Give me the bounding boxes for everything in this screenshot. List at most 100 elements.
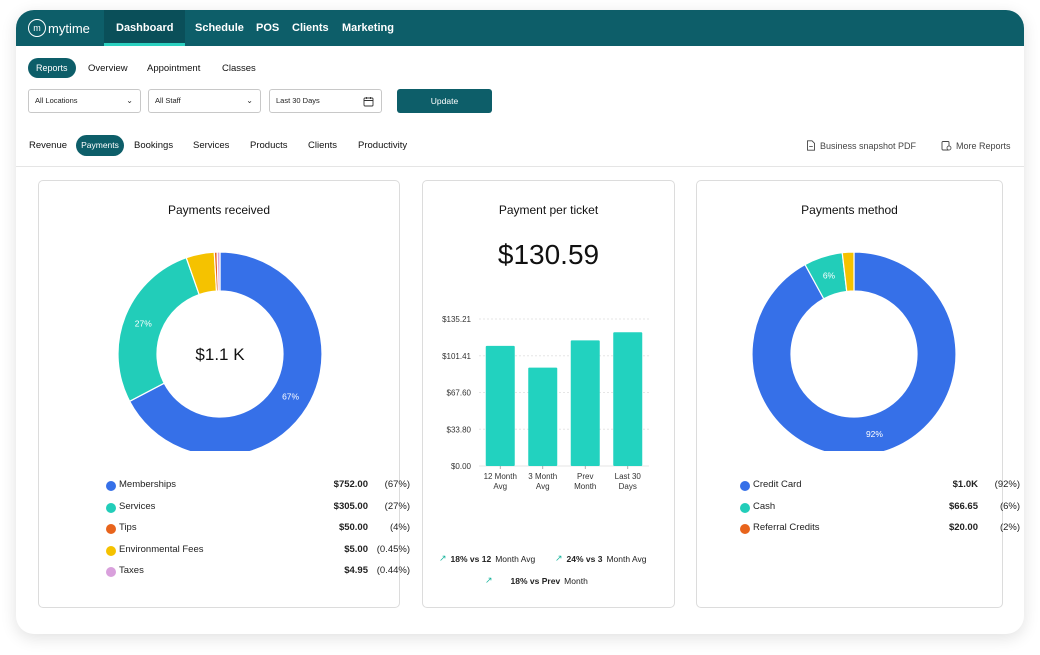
donut-slice-taxes (216, 251, 221, 292)
bar (613, 332, 643, 466)
trend-rest: Month Avg (606, 553, 647, 564)
trend-rest: Month (564, 575, 588, 586)
slice-percent-label: 92% (866, 429, 883, 439)
legend-row: Credit Card $1.0K (92%) (740, 479, 1020, 493)
trend-up-icon: ↗ (485, 575, 493, 585)
legend-dot (106, 524, 116, 534)
divider (16, 166, 1024, 167)
calendar-icon (363, 90, 374, 116)
bar (570, 340, 600, 466)
date-range-value: Last 30 Days (276, 96, 320, 105)
payments-received-donut: 67% 27% $1.1 K (117, 251, 323, 451)
trend-bold: 18% vs Prev (510, 575, 561, 586)
tab-overview[interactable]: Overview (88, 63, 128, 74)
nav-dashboard[interactable]: Dashboard (104, 10, 186, 46)
tab-reports[interactable]: Reports (28, 58, 76, 78)
nav-marketing[interactable]: Marketing (342, 22, 394, 34)
legend-row: Cash $66.65 (6%) (740, 501, 1020, 515)
payments-method-donut: 92% 6% (751, 251, 957, 451)
legend-row: Referral Credits $20.00 (2%) (740, 522, 1020, 536)
nav-schedule[interactable]: Schedule (195, 22, 244, 34)
logo[interactable]: m mytime (28, 18, 90, 38)
x-tick-label: 12 Month (484, 472, 517, 481)
trend-3-month: ↗ 24% vs 3 Month Avg (555, 553, 646, 564)
x-tick-label: Prev (577, 472, 593, 481)
date-range-select[interactable]: Last 30 Days (269, 89, 382, 113)
slice-percent-label: 27% (135, 319, 152, 329)
business-snapshot-pdf-link[interactable]: Business snapshot PDF (806, 140, 916, 151)
subtab-services[interactable]: Services (193, 140, 230, 151)
reports-icon (941, 141, 952, 151)
y-tick-label: $101.41 (442, 352, 471, 361)
donut-slice-referral-credits (841, 251, 855, 293)
tab-classes[interactable]: Classes (222, 63, 256, 74)
legend-percent: (0.44%) (376, 565, 410, 576)
legend-dot (106, 567, 116, 577)
x-tick-label: Avg (493, 482, 507, 491)
legend-dot (740, 524, 750, 534)
subtab-payments[interactable]: Payments (76, 135, 124, 156)
legend-percent: (4%) (389, 522, 410, 533)
legend-dot (106, 545, 116, 556)
legend-dot (740, 502, 750, 513)
more-reports-link[interactable]: More Reports (941, 140, 1011, 151)
legend-amount: $752.00 (333, 479, 368, 490)
nav-clients[interactable]: Clients (292, 22, 329, 34)
pdf-icon (807, 140, 815, 151)
x-tick-label: Days (619, 482, 637, 491)
trend-rest: Month Avg (495, 553, 536, 564)
y-tick-label: $135.21 (442, 315, 471, 324)
legend-amount: $4.95 (344, 565, 368, 576)
donut-slice-services (117, 256, 200, 403)
legend-amount: $1.0K (952, 479, 978, 490)
x-tick-label: Avg (536, 482, 550, 491)
legend-percent: (2%) (999, 522, 1020, 533)
trend-bold: 18% vs 12 (450, 553, 492, 564)
subtab-products[interactable]: Products (250, 140, 288, 151)
slice-percent-label: 67% (282, 392, 299, 402)
logo-text: mytime (48, 20, 90, 36)
payments-received-card: Payments received 67% 27% $1.1 K Membershi… (38, 180, 410, 608)
legend-name: Credit Card (753, 479, 802, 490)
nav-pos[interactable]: POS (256, 22, 280, 34)
legend-name: Cash (753, 500, 776, 512)
payment-per-ticket-card: Payment per ticket $130.59 $0.00 $33.80 $6… (422, 180, 675, 608)
subtab-bookings[interactable]: Bookings (134, 140, 174, 151)
legend-dot (106, 481, 116, 491)
legend-row: Tips $50.00 (4%) (106, 522, 410, 536)
staff-select[interactable]: All Staff ⌄ (148, 89, 261, 113)
x-tick-label: 3 Month (528, 472, 557, 481)
subtab-revenue[interactable]: Revenue (29, 140, 68, 151)
subtab-productivity[interactable]: Productivity (358, 140, 408, 151)
app-window: m mytime Dashboard Schedule POS Clients … (16, 10, 1024, 634)
card-title: Payment per ticket (498, 203, 599, 217)
legend-row: Taxes $4.95 (0.44%) (106, 565, 410, 579)
subtab-clients[interactable]: Clients (308, 140, 338, 151)
legend-amount: $50.00 (338, 522, 368, 533)
trend-up-icon: ↗ (439, 553, 447, 563)
update-button[interactable]: Update (397, 89, 492, 113)
legend-amount: $66.65 (948, 500, 978, 512)
tab-appointment[interactable]: Appointment (147, 63, 201, 74)
trend-prev-month: ↗ 18% vs Prev Month (485, 575, 588, 586)
legend-percent: (27%) (384, 500, 410, 512)
trend-bold: 24% vs 3 (566, 553, 603, 564)
y-tick-label: $0.00 (451, 462, 472, 471)
legend-name: Memberships (119, 479, 177, 490)
card-title: Payments method (801, 203, 898, 217)
bar (485, 345, 515, 466)
bar (528, 367, 558, 466)
legend-percent: (0.45%) (376, 543, 410, 555)
y-tick-label: $67.60 (447, 389, 472, 398)
donut-center-label: $1.1 K (195, 345, 245, 364)
legend-name: Referral Credits (753, 522, 820, 533)
legend-percent: (92%) (994, 479, 1020, 490)
logo-icon: m (28, 19, 46, 37)
pdf-link-label: Business snapshot PDF (820, 140, 917, 151)
location-select[interactable]: All Locations ⌄ (28, 89, 141, 113)
donut-slice-memberships (128, 251, 323, 451)
location-select-value: All Locations (35, 96, 78, 105)
trend-up-icon: ↗ (555, 553, 563, 563)
chevron-down-icon: ⌄ (126, 96, 133, 105)
